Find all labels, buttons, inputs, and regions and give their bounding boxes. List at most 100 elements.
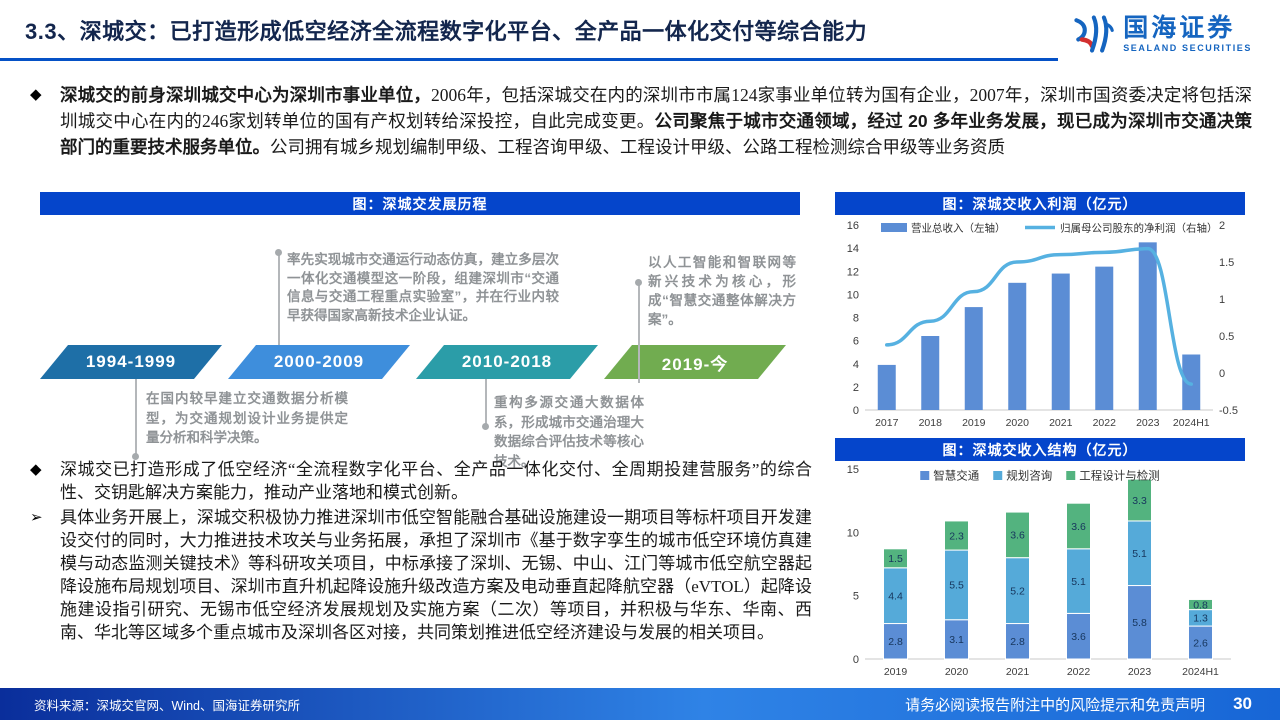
timeline-connector [485,379,487,425]
svg-text:2023: 2023 [1136,417,1160,429]
phase-label: 1994-1999 [85,352,177,371]
disclaimer: 请务必阅读报告附注中的风险提示和免责声明 [905,696,1206,714]
revenue-structure-bars: 2.8 4.4 1.5 3.1 5.5 2.3 2.8 5.2 3.6 3.6 5.1 3.6 5.8 5… [883,478,1213,660]
intro-paragraph-text: 深城交的前身深圳城交中心为深圳市事业单位，2006年，包括深城交在内的深圳市市属… [60,85,1253,157]
svg-text:2019: 2019 [962,417,986,429]
svg-text:0.5: 0.5 [1219,331,1234,343]
timeline-connector-dot [482,423,489,430]
svg-text:1: 1 [1219,294,1225,306]
phase-label: 2019-今 [661,354,729,374]
svg-text:3.1: 3.1 [949,634,964,646]
timeline-note-2010-2018: 重构多源交通大数据体系，形成城市交通治理大数据综合评估技术等核心技术。 [494,395,644,469]
svg-text:0.8: 0.8 [1193,599,1208,611]
svg-text:1.5: 1.5 [1219,257,1234,269]
timeline-connector-dot [635,279,642,286]
timeline-phase-2000-2009: 2000-2009 [228,345,410,379]
capability-paragraph-text: 深城交已打造形成了低空经济“全流程数字化平台、全产品一体化交付、全周期投建营服务… [60,460,812,502]
svg-text:2.3: 2.3 [949,530,964,542]
svg-text:5.1: 5.1 [1071,576,1086,588]
timeline-note-2000-2009: 率先实现城市交通运行动态仿真，建立多层次一体化交通模型这一阶段，组建深圳市“交通… [287,252,559,323]
svg-text:5.2: 5.2 [1010,585,1025,597]
svg-text:营业总收入（左轴）: 营业总收入（左轴） [911,222,1006,235]
svg-text:14: 14 [847,243,859,255]
svg-text:10: 10 [847,289,859,301]
phase-label: 2000-2009 [273,352,365,371]
page-number: 30 [1233,694,1252,713]
svg-text:0: 0 [1219,368,1225,380]
timeline-title: 图：深城交发展历程 [40,192,800,215]
timeline-connector [278,253,280,345]
svg-text:2: 2 [1219,220,1225,232]
revenue-profit-chart-panel: 图：深城交收入利润（亿元） 0 2 4 6 8 10 12 14 16 -0.5 0 0.5 1 1.5 2… [835,192,1245,432]
timeline-phase-2019: 2019-今 [604,345,786,379]
timeline-phase-1994-1999: 1994-1999 [40,345,222,379]
svg-text:3.6: 3.6 [1010,530,1025,542]
business-paragraph-text: 具体业务开展上，深城交积极协力推进深圳市低空智能融合基础设施建设一期项目等标杆项… [60,508,812,642]
svg-text:2020: 2020 [1006,417,1030,429]
timeline-phase-2010-2018: 2010-2018 [416,345,598,379]
svg-text:2: 2 [853,382,859,394]
source-note: 资料来源：深城交官网、Wind、国海证券研究所 [34,698,300,713]
svg-text:5: 5 [853,591,859,603]
brand-logo: 国海证券 SEALAND SECURITIES [1069,12,1252,56]
svg-text:0: 0 [853,405,859,417]
capability-paragraph: ◆ 深城交已打造形成了低空经济“全流程数字化平台、全产品一体化交付、全周期投建营… [30,458,815,504]
svg-text:2.8: 2.8 [888,636,903,648]
timeline-note-2019: 以人工智能和智联网等新兴技术为核心，形成“智慧交通整体解决方案”。 [648,255,796,327]
svg-text:2020: 2020 [945,666,969,678]
title-divider [0,58,1058,61]
svg-text:2021: 2021 [1006,666,1030,678]
svg-text:6: 6 [853,336,859,348]
svg-text:5.8: 5.8 [1132,617,1147,629]
svg-text:2022: 2022 [1093,417,1117,429]
svg-text:1.5: 1.5 [888,553,903,565]
svg-text:12: 12 [847,266,859,278]
page-title: 3.3、深城交：已打造形成低空经济全流程数字化平台、全产品一体化交付等综合能力 [25,19,868,44]
revenue-structure-chart-panel: 图：深城交收入结构（亿元） 0 5 10 15 2.8 4.4 1.5 3.1 5.5 2.3 2.… [835,438,1245,683]
bullet-arrow-icon: ➢ [30,509,43,526]
svg-text:工程设计与检测: 工程设计与检测 [1079,469,1160,483]
phase-label: 2010-2018 [461,352,553,371]
revenue-structure-chart: 0 5 10 15 2.8 4.4 1.5 3.1 5.5 2.3 2.8 5.2 3.6 3.6 5.1 3… [835,461,1245,683]
svg-text:2.8: 2.8 [1010,636,1025,648]
brand-name-en: SEALAND SECURITIES [1123,42,1252,53]
svg-text:3.3: 3.3 [1132,495,1147,507]
svg-text:1.3: 1.3 [1193,613,1208,625]
svg-text:2017: 2017 [875,417,899,429]
brand-name-cn: 国海证券 [1123,13,1236,42]
sealand-logo-icon [1069,12,1115,56]
timeline-connector [135,379,137,455]
revenue-profit-chart-title: 图：深城交收入利润（亿元） [835,192,1245,215]
timeline-body: 率先实现城市交通运行动态仿真，建立多层次一体化交通模型这一阶段，组建深圳市“交通… [40,215,800,469]
svg-text:5.1: 5.1 [1132,548,1147,560]
svg-text:2023: 2023 [1128,666,1152,678]
svg-text:10: 10 [847,527,859,539]
timeline-note-1994-1999: 在国内较早建立交通数据分析模型，为交通规划设计业务提供定量分析和科学决策。 [146,391,348,445]
svg-text:15: 15 [847,464,859,476]
svg-text:2024H1: 2024H1 [1173,417,1210,429]
revenue-bars [877,242,1201,410]
svg-text:3.6: 3.6 [1071,521,1086,533]
timeline-connector-dot [275,249,282,256]
svg-text:5.5: 5.5 [949,580,964,592]
svg-text:-0.5: -0.5 [1219,405,1238,417]
footer-bar: 资料来源：深城交官网、Wind、国海证券研究所 请务必阅读报告附注中的风险提示和… [0,688,1280,720]
business-paragraph: ➢ 具体业务开展上，深城交积极协力推进深圳市低空智能融合基础设施建设一期项目等标… [30,506,815,644]
timeline-connector-dot [132,453,139,460]
svg-text:16: 16 [847,220,859,232]
svg-text:0: 0 [853,654,859,666]
svg-text:2021: 2021 [1049,417,1073,429]
svg-text:归属母公司股东的净利润（右轴）: 归属母公司股东的净利润（右轴） [1060,222,1218,235]
svg-text:2024H1: 2024H1 [1182,666,1219,678]
lower-paragraphs: ◆ 深城交已打造形成了低空经济“全流程数字化平台、全产品一体化交付、全周期投建营… [30,458,815,646]
bullet-diamond-icon: ◆ [30,86,42,103]
revenue-structure-chart-title: 图：深城交收入结构（亿元） [835,438,1245,461]
development-timeline-panel: 图：深城交发展历程 率先实现城市交通运行动态仿真，建立多层次一体化交通模型这一阶… [40,192,800,469]
svg-text:2018: 2018 [919,417,943,429]
brand-name: 国海证券 SEALAND SECURITIES [1123,13,1252,53]
svg-text:智慧交通: 智慧交通 [933,469,979,483]
svg-text:3.6: 3.6 [1071,631,1086,643]
svg-text:8: 8 [853,313,859,325]
bullet-diamond-icon: ◆ [30,461,42,478]
